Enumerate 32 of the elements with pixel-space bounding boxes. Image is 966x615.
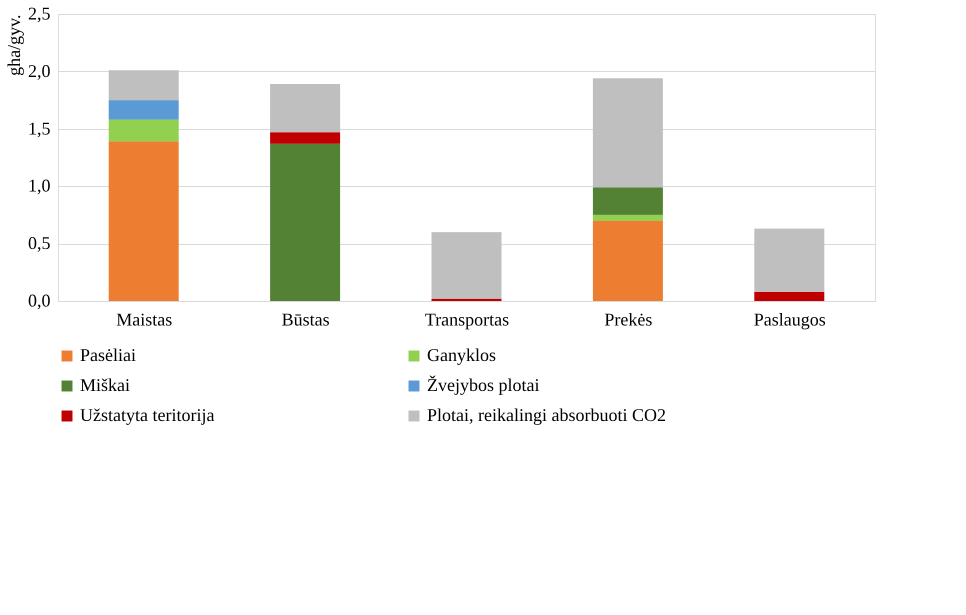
- x-tick-label: Transportas: [424, 310, 510, 330]
- y-tick-label: 1,5: [28, 118, 50, 138]
- bar: [432, 232, 502, 299]
- legend-label: Pasėliai: [80, 345, 136, 365]
- y-tick-label: 1,0: [28, 176, 50, 196]
- bar: [270, 144, 340, 301]
- bar: [592, 214, 663, 221]
- x-tick-label: Paslaugos: [754, 310, 826, 330]
- y-tick-label: 0,5: [28, 233, 50, 254]
- y-tick-label: 2,0: [28, 60, 50, 81]
- y-axis-title: gha/gyv.: [4, 14, 24, 76]
- bar: [270, 84, 340, 132]
- y-tick-label: 2,5: [28, 4, 50, 24]
- bar: [108, 100, 179, 120]
- bar: [108, 141, 179, 301]
- legend-label: Plotai, reikalingi absorbuoti CO2: [427, 405, 666, 425]
- bar: [592, 220, 663, 301]
- bar: [108, 70, 179, 100]
- legend-label: Žvejybos plotai: [427, 375, 540, 395]
- x-tick-label: Prekės: [604, 310, 652, 330]
- x-tick-label: Būstas: [282, 310, 330, 330]
- bar: [592, 187, 663, 215]
- bar: [592, 78, 663, 188]
- y-tick-label: 0,0: [28, 290, 50, 310]
- legend-label: Miškai: [80, 375, 130, 395]
- bar: [270, 132, 340, 144]
- bar: [108, 120, 179, 142]
- bar: [754, 228, 824, 292]
- x-tick-label: Maistas: [116, 310, 172, 330]
- legend-label: Užstatyta teritorija: [80, 405, 214, 425]
- legend-label: Ganyklos: [427, 345, 496, 365]
- bar: [754, 292, 824, 301]
